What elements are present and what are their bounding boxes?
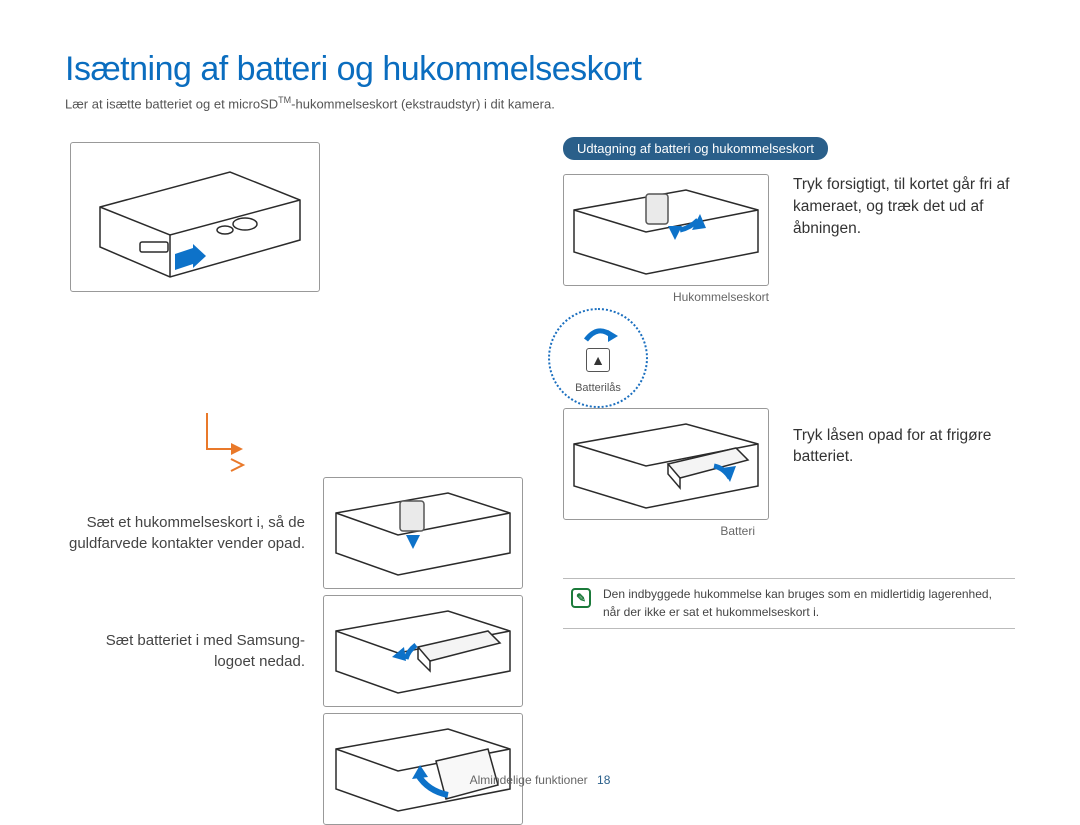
right-column: Udtagning af batteri og hukommelseskort [563, 137, 1015, 825]
left-step-3 [65, 713, 523, 825]
lock-rotate-icon [578, 322, 618, 344]
left-step1-caption: Sæt et hukommelseskort i, så de guldfarv… [65, 512, 305, 554]
note-box: ✎ Den indbyggede hukommelse kan bruges s… [563, 578, 1015, 629]
left-column: Sæt et hukommelseskort i, så de guldfarv… [65, 137, 523, 825]
note-text: Den indbyggede hukommelse kan bruges som… [603, 587, 992, 618]
camera-figure [70, 142, 320, 292]
lock-up-icon: ▲ [586, 348, 610, 372]
right-memcard-row: Hukommelseskort Tryk forsigtigt, til kor… [563, 174, 1015, 304]
note-icon: ✎ [571, 588, 591, 608]
content-columns: Sæt et hukommelseskort i, så de guldfarv… [65, 137, 1015, 825]
memcard-insert-figure [323, 477, 523, 589]
left-step2-caption: Sæt batteriet i med Samsung-logoet nedad… [65, 630, 305, 672]
lock-label: Batterilås [575, 382, 621, 394]
flow-arrow-icon [195, 409, 255, 479]
memcard-remove-figure [563, 174, 769, 286]
battery-remove-figure [563, 408, 769, 520]
door-close-figure [323, 713, 523, 825]
battery-caption: Batteri [563, 524, 773, 538]
left-step-1: Sæt et hukommelseskort i, så de guldfarv… [65, 477, 523, 589]
section-badge: Udtagning af batteri og hukommelseskort [563, 137, 828, 160]
battery-text: Tryk låsen opad for at frigøre batteriet… [793, 425, 993, 468]
footer-page-number: 18 [597, 773, 610, 787]
right-battery-row: ▲ Batterilås Batteri [563, 354, 1015, 538]
left-step-2: Sæt batteriet i med Samsung-logoet nedad… [65, 595, 523, 707]
battery-lock-callout: ▲ Batterilås [548, 308, 648, 408]
footer-section: Almindelige funktioner [470, 773, 588, 787]
page-footer: Almindelige funktioner 18 [0, 773, 1080, 787]
subtitle-before: Lær at isætte batteriet og et microSD [65, 96, 278, 111]
memcard-caption: Hukommelseskort [563, 290, 773, 304]
memcard-text: Tryk forsigtigt, til kortet går fri af k… [793, 174, 1013, 239]
page-subtitle: Lær at isætte batteriet og et microSDTM-… [65, 95, 1015, 111]
subtitle-after: -hukommelseskort (ekstraudstyr) i dit ka… [291, 96, 555, 111]
subtitle-tm: TM [278, 95, 291, 105]
battery-insert-figure [323, 595, 523, 707]
page-title: Isætning af batteri og hukommelseskort [65, 50, 1015, 89]
